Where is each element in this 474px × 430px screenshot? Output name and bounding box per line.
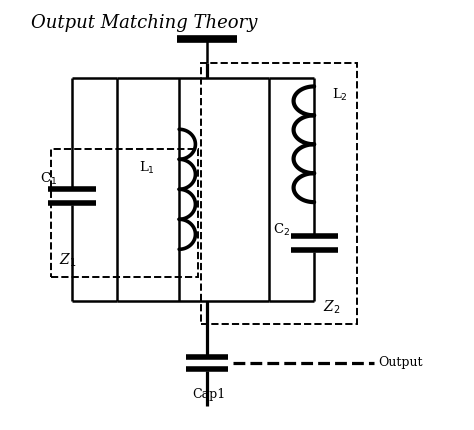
Text: Cap1: Cap1 [192, 388, 226, 401]
Bar [201, 63, 357, 324]
Text: C$_1$: C$_1$ [40, 171, 57, 187]
Text: Z$_1$: Z$_1$ [59, 251, 76, 269]
Text: Output Matching Theory: Output Matching Theory [31, 14, 258, 31]
Text: C$_2$: C$_2$ [273, 222, 291, 238]
Text: L$_2$: L$_2$ [332, 87, 348, 103]
Text: L$_1$: L$_1$ [139, 160, 155, 176]
Text: Z$_2$: Z$_2$ [322, 298, 340, 316]
Bar [51, 149, 199, 277]
Text: Output: Output [378, 356, 423, 369]
